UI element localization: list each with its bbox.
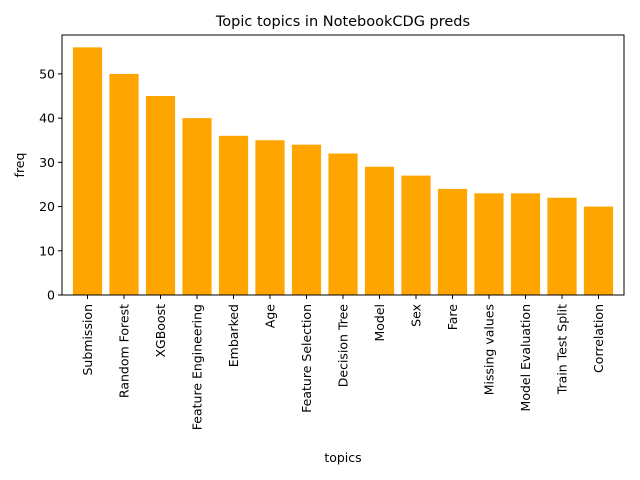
x-tick-label: Submission bbox=[80, 304, 95, 376]
x-axis-label: topics bbox=[324, 450, 361, 465]
x-axis-ticks: Submission Random Forest XGBoost Feature En… bbox=[80, 295, 606, 430]
chart-title: Topic topics in NotebookCDG preds bbox=[215, 14, 470, 30]
x-tick-label: Decision Tree bbox=[336, 304, 351, 388]
bar-age bbox=[255, 140, 285, 295]
x-tick-label: Sex bbox=[409, 304, 424, 327]
y-tick-label: 50 bbox=[39, 66, 55, 81]
bar-fare bbox=[437, 188, 468, 295]
bar-missing-values bbox=[474, 193, 504, 295]
x-tick-label: Age bbox=[263, 304, 278, 328]
bar-correlation bbox=[583, 206, 614, 295]
bar-feature-engineering bbox=[182, 118, 212, 296]
bar-random-forest bbox=[109, 73, 139, 296]
bar-embarked bbox=[218, 135, 249, 295]
y-tick-label: 30 bbox=[39, 155, 55, 170]
y-tick-label: 10 bbox=[39, 243, 55, 258]
y-tick-label: 40 bbox=[39, 111, 55, 126]
bar-decision-tree bbox=[328, 153, 358, 295]
x-tick-label: Feature Engineering bbox=[190, 304, 205, 430]
bar-submission bbox=[72, 47, 103, 295]
plot-frame bbox=[61, 34, 625, 296]
x-tick-label: Model bbox=[372, 304, 387, 342]
x-tick-label: Random Forest bbox=[117, 304, 132, 398]
x-tick-label: Feature Selection bbox=[299, 304, 314, 413]
x-tick-label: Correlation bbox=[591, 304, 606, 373]
y-tick-label: 20 bbox=[39, 199, 55, 214]
bar-model bbox=[364, 166, 395, 295]
x-tick-label: Missing values bbox=[482, 304, 497, 395]
x-tick-label: Fare bbox=[445, 304, 460, 331]
bar-sex bbox=[401, 175, 431, 295]
x-tick-label: Embarked bbox=[226, 304, 241, 367]
y-axis-label: freq bbox=[12, 153, 27, 178]
y-tick-label: 0 bbox=[47, 288, 55, 303]
bar-train-test-split bbox=[547, 197, 577, 295]
bars-group bbox=[72, 47, 614, 296]
y-axis-ticks: 0 10 20 30 40 50 bbox=[39, 66, 62, 303]
x-tick-label: Model Evaluation bbox=[518, 304, 533, 411]
bar-xgboost bbox=[145, 96, 176, 295]
x-tick-label: Train Test Split bbox=[555, 304, 570, 395]
bar-model-evaluation bbox=[510, 193, 541, 295]
bar-feature-selection bbox=[291, 144, 322, 295]
x-tick-label: XGBoost bbox=[153, 304, 168, 358]
